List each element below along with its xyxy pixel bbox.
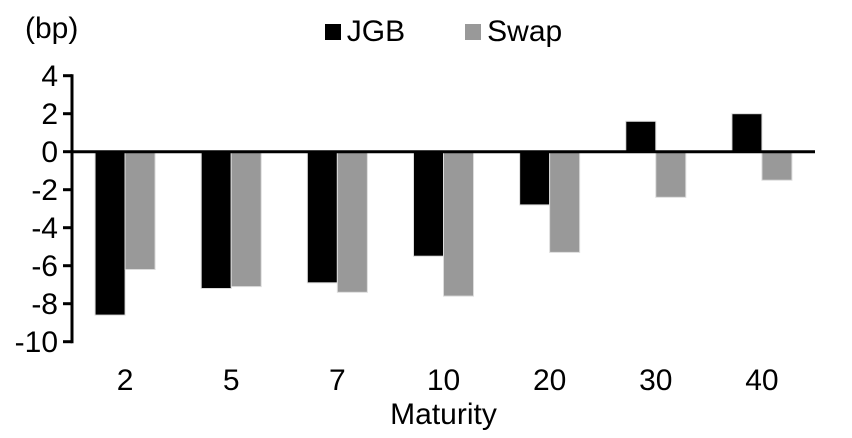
y-tick-label-2: 2 [41,98,58,131]
bar-swap-7 [336,151,368,293]
jgb-legend-swatch-icon [324,24,341,40]
y-tick-label--2: -2 [31,174,58,207]
bar-jgb-30 [625,120,657,153]
legend-item-jgb: JGB [324,15,406,48]
y-tick-label--8: -8 [31,288,58,321]
bar-jgb-40 [731,113,763,153]
bar-jgb-7 [306,151,338,284]
x-tick-label-40: 40 [745,364,778,397]
bar-swap-10 [443,151,474,297]
y-tick-label-4: 4 [41,60,58,93]
x-tick-label-2: 2 [117,364,134,397]
chart-legend: JGB Swap [35,16,852,48]
bar-swap-20 [549,151,581,253]
bar-swap-40 [761,151,793,181]
bar-swap-5 [230,151,262,288]
y-tick-label--4: -4 [31,212,58,245]
x-tick-label-10: 10 [427,364,460,397]
legend-label-swap: Swap [487,15,563,48]
bar-jgb-5 [200,151,232,289]
x-tick-label-7: 7 [329,364,346,397]
y-axis-unit-label: (bp) [25,12,79,45]
x-tick-label-30: 30 [639,364,672,397]
y-tick-label-0: 0 [41,136,58,169]
bar-swap-30 [655,151,687,198]
bar-jgb-2 [94,151,126,316]
swap-legend-swatch-icon [465,24,482,40]
x-tick-label-5: 5 [223,364,240,397]
legend-label-jgb: JGB [346,15,406,48]
x-axis-title: Maturity [390,398,497,431]
bar-jgb-20 [519,151,551,206]
y-tick-label--6: -6 [31,250,58,283]
bar-swap-2 [124,151,156,270]
legend-item-swap: Swap [465,16,562,48]
x-tick-label-20: 20 [533,364,566,397]
bar-jgb-10 [413,151,444,257]
y-tick-label--10: -10 [15,326,58,359]
